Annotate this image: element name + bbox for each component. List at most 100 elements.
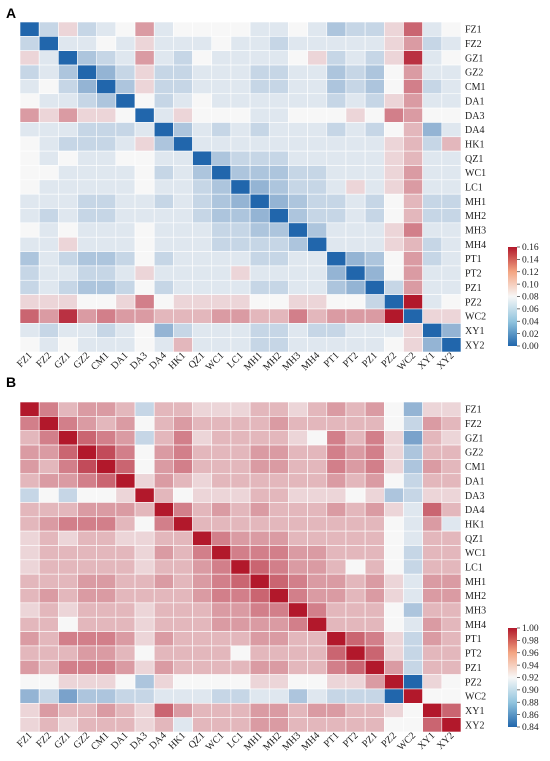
row-label: WC2 [465, 692, 486, 703]
heatmap-cell [268, 530, 289, 546]
colorbar-tick-label: 0.04 [522, 317, 539, 327]
heatmap-cell [384, 401, 404, 417]
heatmap-cell [345, 416, 366, 431]
heatmap-cell [134, 122, 155, 138]
column-label: QZ1 [187, 730, 208, 751]
heatmap-cell [134, 36, 155, 51]
heatmap-cell [230, 279, 251, 295]
heatmap-cell [134, 64, 155, 80]
heatmap-cell [230, 430, 251, 446]
heatmap-cell [364, 703, 385, 718]
heatmap-cell [153, 659, 174, 675]
heatmap-cell [268, 559, 289, 575]
heatmap-cell [249, 265, 270, 281]
heatmap-cell [422, 444, 443, 460]
column-label: PT1 [322, 350, 342, 370]
heatmap-cell [268, 602, 289, 618]
heatmap-cell [384, 64, 404, 80]
heatmap-cell [192, 530, 213, 546]
heatmap-cell [134, 573, 155, 589]
heatmap-cell [153, 473, 174, 489]
heatmap-cell [134, 337, 155, 353]
heatmap-cell [422, 337, 443, 353]
heatmap-cell [153, 631, 174, 647]
heatmap-cell [58, 659, 78, 675]
heatmap-cell [58, 588, 78, 604]
column-label: MH4 [300, 730, 323, 753]
heatmap-cell [192, 265, 213, 281]
heatmap-cell [441, 401, 462, 417]
heatmap-cell [326, 588, 347, 604]
heatmap-cell [134, 251, 155, 267]
heatmap-cell [153, 688, 174, 704]
heatmap-cell [268, 631, 289, 647]
column-label: PT1 [322, 730, 342, 750]
heatmap-cell [403, 122, 423, 138]
heatmap-cell [211, 50, 232, 66]
heatmap-cell [364, 136, 385, 152]
heatmap-cell [58, 93, 78, 109]
heatmap-cell [326, 337, 347, 353]
heatmap-cell [153, 602, 174, 618]
row-label: MH1 [465, 197, 486, 208]
heatmap-cell [173, 502, 193, 518]
column-label: DA1 [109, 350, 131, 372]
heatmap-cell [115, 222, 136, 238]
heatmap-cell [326, 703, 347, 718]
heatmap-cell [211, 93, 232, 109]
heatmap-cell [364, 588, 385, 604]
row-label: GZ2 [465, 448, 483, 459]
column-label: MH1 [242, 730, 265, 753]
heatmap-cell [422, 251, 443, 267]
row-label: PT1 [465, 634, 482, 645]
colorbar-tick-label: 0.94 [522, 661, 539, 671]
heatmap-cell [38, 337, 59, 353]
heatmap-cell [77, 208, 97, 224]
heatmap-cell [230, 588, 251, 604]
heatmap-cell [403, 602, 423, 618]
heatmap-cell [441, 573, 462, 589]
heatmap-cell [96, 79, 117, 95]
heatmap-cell [192, 179, 213, 195]
heatmap-cell [364, 222, 385, 238]
heatmap-cell [153, 588, 174, 604]
heatmap-cell [173, 236, 193, 252]
heatmap-cell [345, 616, 366, 632]
heatmap-cell [211, 674, 232, 690]
heatmap-cell [19, 631, 40, 647]
heatmap-cell [364, 179, 385, 195]
row-label: LC1 [465, 563, 483, 574]
heatmap-cell [58, 602, 78, 618]
heatmap-cell [192, 444, 213, 460]
heatmap-cell [364, 122, 385, 138]
heatmap-cell [345, 50, 366, 66]
heatmap-cell [422, 645, 443, 661]
heatmap-cell [268, 236, 289, 252]
heatmap-cell [211, 279, 232, 295]
heatmap-cell [326, 165, 347, 181]
heatmap-cells-a [19, 21, 462, 353]
heatmap-cell [345, 717, 366, 733]
heatmap-cell [192, 64, 213, 80]
heatmap-cell [288, 459, 308, 475]
heatmap-cell [173, 21, 193, 37]
heatmap-cell [38, 251, 59, 267]
heatmap-cell [134, 688, 155, 704]
heatmap-cell [422, 416, 443, 431]
heatmap-cell [115, 559, 136, 575]
heatmap-cell [422, 573, 443, 589]
heatmap-cell [38, 179, 59, 195]
heatmap-cell [115, 703, 136, 718]
heatmap-cell [192, 21, 213, 37]
heatmap-cell [134, 165, 155, 181]
heatmap-cell [230, 545, 251, 561]
heatmap-cell [422, 107, 443, 123]
heatmap-cell [134, 545, 155, 561]
heatmap-cell [134, 530, 155, 546]
heatmap-cell [134, 430, 155, 446]
heatmap-cell [192, 251, 213, 267]
heatmap-cell [307, 659, 328, 675]
heatmap-cell [38, 93, 59, 109]
heatmap-cell [134, 21, 155, 37]
row-label: QZ1 [465, 154, 483, 165]
